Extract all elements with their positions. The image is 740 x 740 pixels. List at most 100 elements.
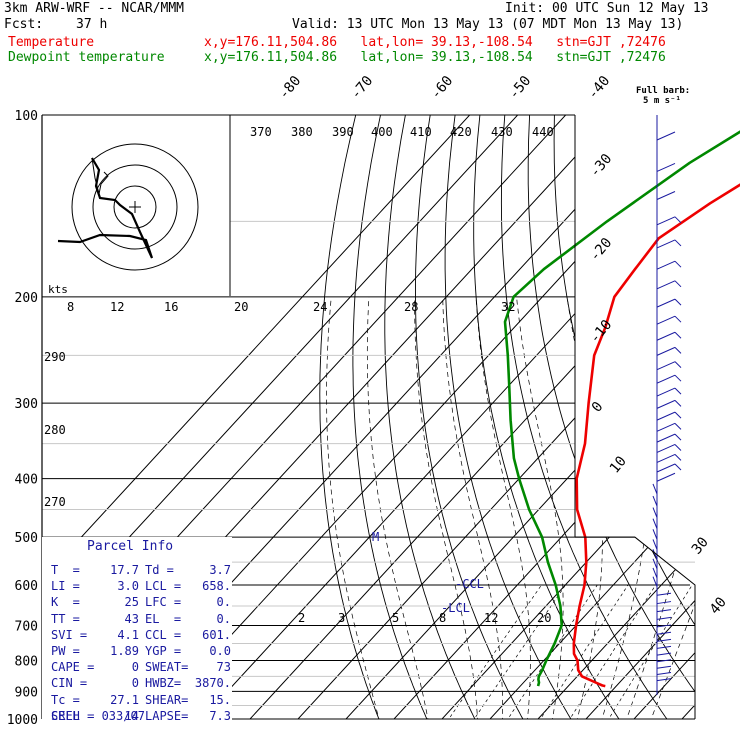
wind-barb xyxy=(652,529,658,540)
wind-barb xyxy=(656,239,682,249)
wind-barb xyxy=(656,453,682,463)
wind-barb xyxy=(652,539,658,550)
temperature-label: 40 xyxy=(707,594,730,617)
parcel-bv: 601. xyxy=(202,627,231,642)
hodo-ring-16: 16 xyxy=(164,300,178,314)
wind-barb xyxy=(656,592,672,596)
parcel-av: 25 xyxy=(124,595,139,610)
wind-barb xyxy=(656,131,676,141)
pressure-label: 100 xyxy=(15,109,38,124)
mix-label: 5 xyxy=(392,611,399,625)
moist-adiabat xyxy=(516,296,564,719)
dry-adiabat xyxy=(728,115,740,732)
temperature-label: -80 xyxy=(276,73,305,103)
parcel-bv: 7.3 xyxy=(209,708,231,723)
forecast-hours: 37 h xyxy=(76,17,108,32)
wind-barb xyxy=(656,387,682,397)
wind-barb xyxy=(652,576,658,587)
mix-label: 2 xyxy=(298,611,305,625)
parcel-bv: 3870. xyxy=(194,676,231,691)
dry-adiabat xyxy=(384,115,482,719)
hodo-units: kts xyxy=(48,283,68,296)
pressure-label: 700 xyxy=(15,619,38,634)
temperature-label: -50 xyxy=(506,73,535,103)
mixing-ratio-line xyxy=(465,584,566,719)
wind-barb xyxy=(652,567,658,579)
parcel-av: 3.0 xyxy=(117,579,139,594)
dry-adiabat xyxy=(415,115,531,719)
parcel-row: Tc = 27.1 SHEAR= 15. xyxy=(51,692,231,708)
wind-barb xyxy=(656,678,672,682)
pressure-label: 1000 xyxy=(7,713,38,728)
parcel-row: CAPE = 0 SWEAT= 73 xyxy=(51,659,231,675)
temperature-label: 10 xyxy=(607,453,630,476)
wind-barb xyxy=(656,631,672,635)
hodograph-ring xyxy=(71,143,199,271)
parcel-row: K = 25 LFC = 0. xyxy=(51,594,231,610)
isotherm xyxy=(42,115,483,719)
temperature-label: -60 xyxy=(428,73,457,103)
wind-barb xyxy=(656,645,672,649)
hodograph-trace xyxy=(57,157,154,259)
parcel-bv: 0.0 xyxy=(209,643,231,658)
wind-barb xyxy=(656,444,682,453)
plot-lower-edge xyxy=(575,536,696,719)
isotherm xyxy=(189,115,695,719)
parcel-av: 43 xyxy=(124,611,139,626)
parcel-a: LI = xyxy=(51,579,80,594)
dry-adiabat xyxy=(473,115,628,719)
dry-adiabat xyxy=(628,115,695,719)
parcel-b: HWBZ= xyxy=(145,676,182,691)
mix-label: 12 xyxy=(484,611,498,625)
hodograph-ring xyxy=(113,185,157,229)
parcel-row: LI = 3.0 LCL = 658. xyxy=(51,578,231,594)
dry-adiabat xyxy=(444,115,580,719)
parcel-a: T = xyxy=(51,563,80,577)
hodo-ring-20: 20 xyxy=(234,300,248,314)
hodo-ring-12: 12 xyxy=(110,300,124,314)
wind-barb xyxy=(656,346,682,356)
parcel-av: 27.1 xyxy=(110,692,139,707)
parcel-bv: 0. xyxy=(216,595,231,610)
moist-adiabat xyxy=(566,296,603,719)
dry-adiabat xyxy=(319,115,385,719)
legend-temperature-location: x,y=176.11,504.86 lat,lon= 39.13,-108.54… xyxy=(204,35,666,50)
mixing-ratio-line xyxy=(499,584,598,719)
parcel-av: 1.89 xyxy=(110,643,139,658)
theta-side-label: 280 xyxy=(44,423,66,437)
temperature-label: 30 xyxy=(689,534,712,557)
parcel-b: LAPSE= xyxy=(145,708,189,723)
mix-label: 20 xyxy=(537,611,551,625)
dewpoint-profile xyxy=(503,130,740,687)
pressure-label: 900 xyxy=(15,685,38,700)
wind-barb xyxy=(656,659,672,663)
theta-label: 420 xyxy=(450,125,472,139)
isotherm xyxy=(381,115,695,719)
parcel-row: TT = 43 EL = 0. xyxy=(51,611,231,627)
parcel-a: SREH = xyxy=(51,708,95,723)
legend-dewpoint-location: x,y=176.11,504.86 lat,lon= 39.13,-108.54… xyxy=(204,50,666,65)
wind-barb xyxy=(656,638,672,642)
wind-barb xyxy=(656,609,672,613)
parcel-row: SVI = 4.1 CCL = 601. xyxy=(51,627,231,643)
wind-barb xyxy=(656,652,672,656)
model-title: 3km ARW-WRF -- NCAR/MMM xyxy=(4,1,185,16)
parcel-b: EL = xyxy=(145,611,182,626)
hodo-ring-28: 28 xyxy=(404,300,418,314)
temperature-label: -30 xyxy=(587,151,616,181)
dry-adiabat xyxy=(500,115,677,719)
theta-label: 430 xyxy=(491,125,513,139)
wind-barb xyxy=(656,665,672,669)
pressure-label: 600 xyxy=(15,579,38,594)
parcel-a: PW = xyxy=(51,643,80,658)
dry-adiabat xyxy=(653,115,695,719)
wind-barb xyxy=(652,495,658,507)
parcel-bv: 15. xyxy=(209,692,231,707)
parcel-info-title: Parcel Info xyxy=(87,539,174,554)
temperature-label: -70 xyxy=(348,73,377,103)
isotherm xyxy=(573,115,695,719)
moist-adiabat xyxy=(366,296,431,719)
parcel-av: 17.7 xyxy=(110,563,139,577)
parcel-b: SWEAT= xyxy=(145,660,189,675)
theta-label: 440 xyxy=(532,125,554,139)
